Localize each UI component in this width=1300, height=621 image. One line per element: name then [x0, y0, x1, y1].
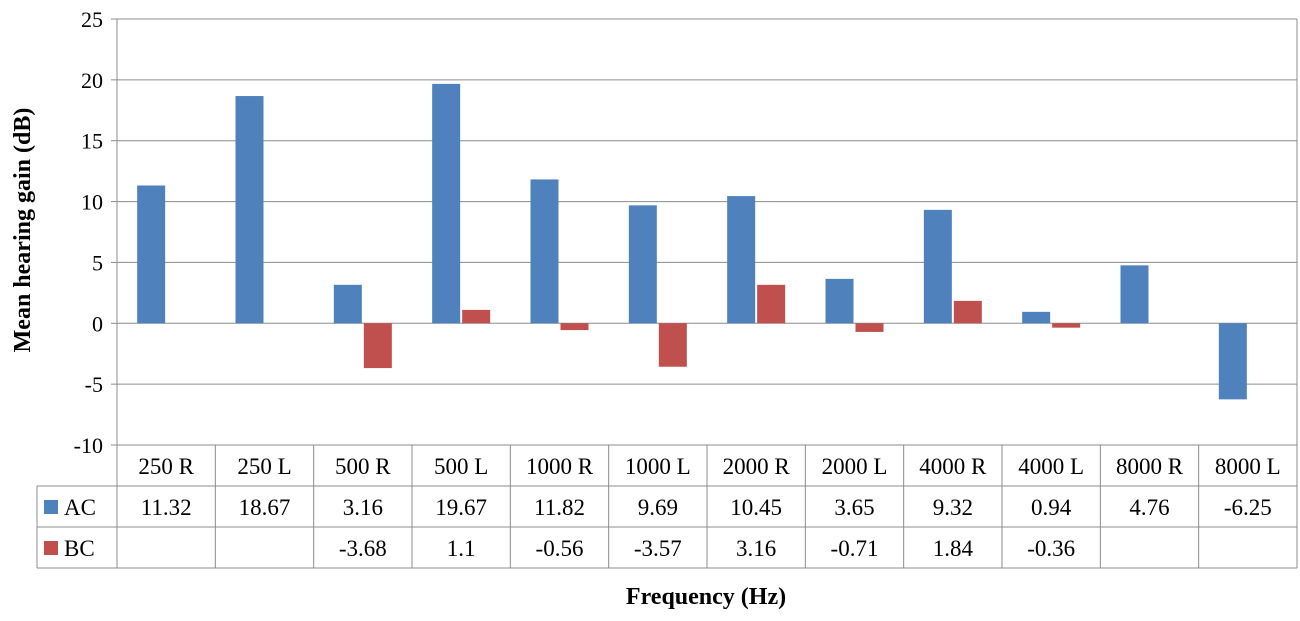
bar-ac-2000-r: [727, 196, 756, 324]
legend-label-ac: AC: [64, 495, 96, 520]
bar-ac-4000-l: [1022, 311, 1051, 324]
data-value-bc: -3.57: [634, 536, 682, 561]
bar-bc-500-r: [363, 323, 392, 369]
y-tick-label: -10: [74, 433, 103, 458]
bar-ac-500-l: [432, 83, 461, 324]
bar-bc-1000-r: [560, 323, 589, 331]
category-label: 500 L: [434, 454, 488, 479]
category-label: 1000 R: [526, 454, 594, 479]
data-value-ac: 18.67: [239, 495, 291, 520]
x-axis-label: Frequency (Hz): [626, 584, 786, 610]
category-label: 4000 R: [919, 454, 987, 479]
data-value-ac: -6.25: [1224, 495, 1272, 520]
category-label: 4000 L: [1018, 454, 1084, 479]
legend-key-bc: [44, 541, 58, 555]
data-value-ac: 9.69: [638, 495, 678, 520]
data-value-bc: -3.68: [339, 536, 387, 561]
axis-layer: 25 20 15 10 5 0 -5 -10: [74, 7, 1298, 458]
y-tick-label: 25: [81, 7, 103, 32]
data-value-ac: 9.32: [933, 495, 973, 520]
y-tick-label: 15: [81, 129, 103, 154]
y-tick-label: 10: [81, 190, 103, 215]
category-label: 8000 L: [1215, 454, 1281, 479]
category-label: 8000 R: [1116, 454, 1184, 479]
bar-bc-1000-l: [658, 323, 687, 367]
bar-bc-4000-r: [953, 300, 982, 324]
data-value-bc: -0.56: [536, 536, 584, 561]
bar-ac-250-l: [235, 96, 264, 324]
y-tick-label: -5: [85, 372, 103, 397]
legend-label-bc: BC: [64, 536, 95, 561]
data-value-bc: 3.16: [736, 536, 776, 561]
legend-key-ac: [44, 500, 58, 514]
data-value-ac: 10.45: [730, 495, 782, 520]
data-value-ac: 19.67: [435, 495, 487, 520]
data-value-ac: 3.65: [834, 495, 874, 520]
bar-ac-250-r: [137, 185, 166, 324]
data-value-ac: 0.94: [1031, 495, 1072, 520]
bar-ac-2000-l: [825, 278, 854, 324]
y-axis-label: Mean hearing gain (dB): [10, 108, 36, 353]
category-label: 500 R: [335, 454, 391, 479]
data-value-ac: 4.76: [1129, 495, 1169, 520]
category-label: 250 L: [237, 454, 291, 479]
bar-bc-4000-l: [1052, 323, 1081, 328]
category-label: 250 R: [138, 454, 194, 479]
y-tick-label: 0: [92, 311, 103, 336]
y-tick-label: 5: [92, 250, 103, 275]
bar-ac-1000-l: [628, 205, 657, 324]
bar-bc-500-l: [462, 309, 491, 324]
bar-ac-8000-l: [1218, 323, 1247, 400]
data-value-ac: 11.82: [534, 495, 585, 520]
data-value-bc: -0.36: [1027, 536, 1075, 561]
bar-layer: [137, 83, 1247, 400]
data-value-bc: 1.84: [933, 536, 974, 561]
bar-bc-2000-l: [855, 323, 884, 332]
bar-bc-2000-r: [757, 284, 786, 324]
bar-ac-8000-r: [1120, 265, 1149, 324]
grid-layer: [117, 18, 1297, 446]
bar-ac-4000-r: [923, 209, 952, 324]
data-table: 250 R 250 L 500 R 500 L 1000 R 1000 L 2000 R 20…: [36, 444, 1298, 569]
category-label: 2000 R: [723, 454, 791, 479]
data-value-bc: 1.1: [447, 536, 476, 561]
data-value-ac: 11.32: [141, 495, 192, 520]
y-tick-label: 20: [81, 68, 103, 93]
bar-ac-500-r: [333, 284, 362, 324]
category-label: 2000 L: [822, 454, 888, 479]
category-label: 1000 L: [625, 454, 691, 479]
data-value-ac: 3.16: [343, 495, 383, 520]
bar-ac-1000-r: [530, 179, 559, 324]
data-value-bc: -0.71: [831, 536, 879, 561]
